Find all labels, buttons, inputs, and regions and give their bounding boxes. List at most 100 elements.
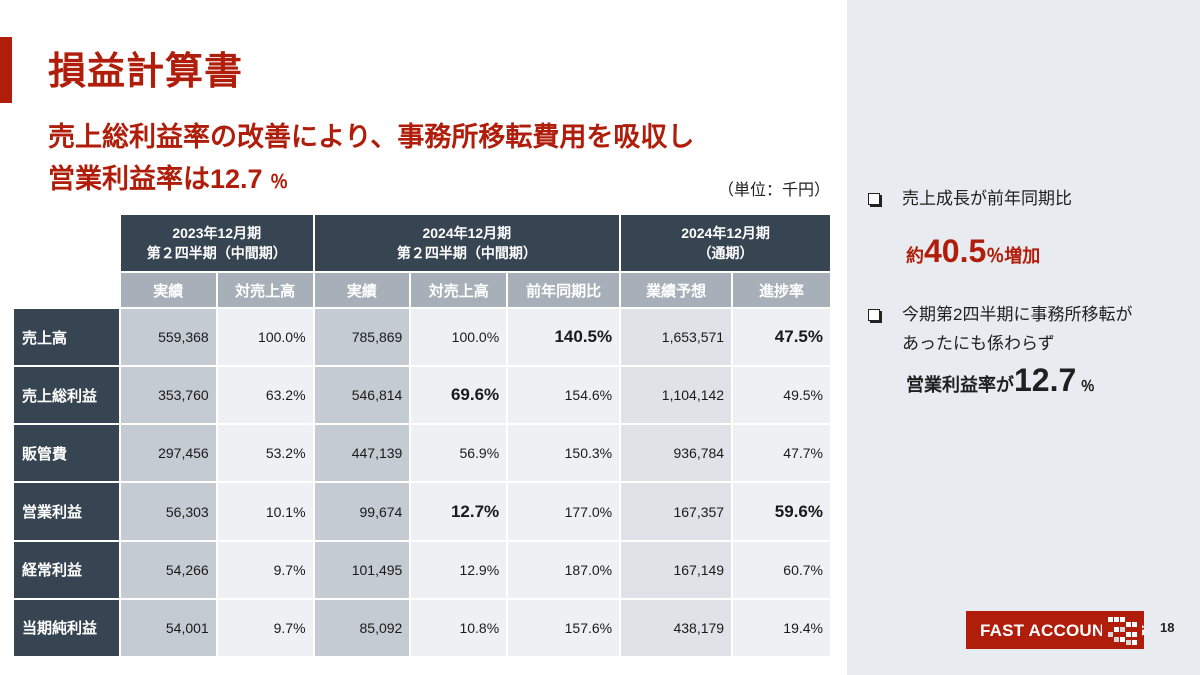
period-header-year: 2023年12月期 — [172, 225, 262, 241]
logo-pixel-icon — [1102, 613, 1142, 647]
unit-label: （単位：千円） — [718, 182, 831, 199]
page-number: 18 — [1160, 620, 1175, 635]
table-cell: 936,784 — [621, 425, 732, 482]
table-cell: 559,368 — [120, 309, 216, 366]
table-cell: 12.9% — [411, 541, 507, 598]
checkbox-bullet-icon — [868, 193, 880, 205]
table-cell: 447,139 — [314, 425, 410, 482]
highlight-prefix: 約 — [906, 246, 924, 266]
table-cell: 785,869 — [314, 309, 410, 366]
table-cell: 187.0% — [508, 541, 620, 598]
table-cell: 63.2% — [217, 367, 313, 424]
table-cell: 177.0% — [508, 483, 620, 540]
table-cell: 154.6% — [508, 367, 620, 424]
table-cell: 85,092 — [314, 599, 410, 656]
column-header-progress: 進捗率 — [733, 273, 830, 307]
table-row-operating-income: 営業利益 56,303 10.1% 99,674 12.7% 177.0% 16… — [14, 483, 830, 540]
bullet-office-relocation: 今期第2四半期に事務所移転が あったにも係わらず — [868, 300, 1188, 358]
table-cell: 167,357 — [621, 483, 732, 540]
highlight-suffix: ％増加 — [986, 246, 1041, 266]
right-summary-panel — [847, 0, 1200, 675]
company-logo: FAST ACCOUNTING — [966, 611, 1146, 649]
table-cell: 10.8% — [411, 599, 507, 656]
column-header-forecast: 業績予想 — [621, 273, 732, 307]
period-header-2024-full-year: 2024年12月期 （通期） — [621, 215, 830, 271]
row-label: 営業利益 — [14, 483, 119, 540]
period-header-term: 第２四半期（中間期） — [146, 245, 287, 261]
table-cell: 53.2% — [217, 425, 313, 482]
checkbox-bullet-icon — [868, 309, 880, 321]
period-header-term: （通期） — [697, 245, 754, 261]
table-cell: 56,303 — [120, 483, 216, 540]
period-header-2023-q2: 2023年12月期 第２四半期（中間期） — [120, 215, 313, 271]
table-cell: 353,760 — [120, 367, 216, 424]
table-row-net-sales: 売上高 559,368 100.0% 785,869 100.0% 140.5%… — [14, 309, 830, 366]
table-cell: 47.7% — [733, 425, 830, 482]
bullet-sales-growth: 売上成長が前年同期比 — [868, 184, 1188, 213]
column-header-actual: 実績 — [314, 273, 410, 307]
headline-line-2-text: 営業利益率は12.7 — [48, 164, 263, 194]
table-cell: 1,653,571 — [621, 309, 732, 366]
highlight-number: 40.5 — [924, 233, 987, 269]
table-cell: 150.3% — [508, 425, 620, 482]
highlight-suffix: ％ — [1080, 378, 1095, 394]
table-cell-highlight: 47.5% — [733, 309, 830, 366]
headline-line-2: 営業利益率は12.7 ％ — [48, 158, 828, 203]
table-cell: 438,179 — [621, 599, 732, 656]
period-header-term: 第２四半期（中間期） — [396, 245, 537, 261]
summary-bullets: 売上成長が前年同期比 約40.5％増加 今期第2四半期に事務所移転が あったにも… — [868, 184, 1188, 399]
table-cell: 49.5% — [733, 367, 830, 424]
column-header-yoy: 前年同期比 — [508, 273, 620, 307]
table-cell: 19.4% — [733, 599, 830, 656]
table-row-sga: 販管費 297,456 53.2% 447,139 56.9% 150.3% 9… — [14, 425, 830, 482]
highlight-number: 12.7 — [1014, 362, 1077, 398]
page-title: 損益計算書 — [48, 51, 244, 93]
period-header-2024-q2: 2024年12月期 第２四半期（中間期） — [314, 215, 620, 271]
table-cell-highlight: 69.6% — [411, 367, 507, 424]
table-corner — [14, 215, 119, 307]
table-cell: 10.1% — [217, 483, 313, 540]
headline-line-2-unit: ％ — [270, 172, 289, 192]
period-header-year: 2024年12月期 — [422, 225, 512, 241]
highlight-operating-margin: 営業利益率が12.7 ％ — [868, 362, 1188, 399]
table-cell: 167,149 — [621, 541, 732, 598]
table-cell: 297,456 — [120, 425, 216, 482]
table-cell: 54,001 — [120, 599, 216, 656]
table-cell: 100.0% — [217, 309, 313, 366]
period-header-row: 2023年12月期 第２四半期（中間期） 2024年12月期 第２四半期（中間期… — [14, 215, 830, 271]
headline: 売上総利益率の改善により、事務所移転費用を吸収し 営業利益率は12.7 ％ — [48, 116, 828, 203]
title-accent-bar — [0, 37, 12, 103]
table-cell: 60.7% — [733, 541, 830, 598]
row-label: 当期純利益 — [14, 599, 119, 656]
table-row-gross-profit: 売上総利益 353,760 63.2% 546,814 69.6% 154.6%… — [14, 367, 830, 424]
table-cell: 56.9% — [411, 425, 507, 482]
highlight-sales-growth: 約40.5％増加 — [868, 233, 1188, 270]
table-cell: 100.0% — [411, 309, 507, 366]
table-cell: 157.6% — [508, 599, 620, 656]
income-statement-table: 2023年12月期 第２四半期（中間期） 2024年12月期 第２四半期（中間期… — [12, 213, 832, 658]
bullet-text: あったにも係わらず — [902, 334, 1055, 353]
headline-line-1: 売上総利益率の改善により、事務所移転費用を吸収し — [48, 122, 695, 152]
row-label: 売上総利益 — [14, 367, 119, 424]
table-cell: 54,266 — [120, 541, 216, 598]
table-cell: 9.7% — [217, 541, 313, 598]
table-row-ordinary-income: 経常利益 54,266 9.7% 101,495 12.9% 187.0% 16… — [14, 541, 830, 598]
table-cell: 99,674 — [314, 483, 410, 540]
bullet-text: 売上成長が前年同期比 — [902, 189, 1072, 208]
column-header-ratio-to-sales: 対売上高 — [411, 273, 507, 307]
table-row-net-income: 当期純利益 54,001 9.7% 85,092 10.8% 157.6% 43… — [14, 599, 830, 656]
table-cell-highlight: 59.6% — [733, 483, 830, 540]
table-cell: 546,814 — [314, 367, 410, 424]
column-header-actual: 実績 — [120, 273, 216, 307]
column-header-ratio-to-sales: 対売上高 — [217, 273, 313, 307]
table-cell-highlight: 12.7% — [411, 483, 507, 540]
row-label: 売上高 — [14, 309, 119, 366]
highlight-prefix: 営業利益率が — [906, 375, 1014, 395]
period-header-year: 2024年12月期 — [681, 225, 770, 241]
table-cell-highlight: 140.5% — [508, 309, 620, 366]
row-label: 販管費 — [14, 425, 119, 482]
table-cell: 1,104,142 — [621, 367, 732, 424]
column-header-row: 実績 対売上高 実績 対売上高 前年同期比 業績予想 進捗率 — [14, 273, 830, 307]
row-label: 経常利益 — [14, 541, 119, 598]
table-cell: 101,495 — [314, 541, 410, 598]
